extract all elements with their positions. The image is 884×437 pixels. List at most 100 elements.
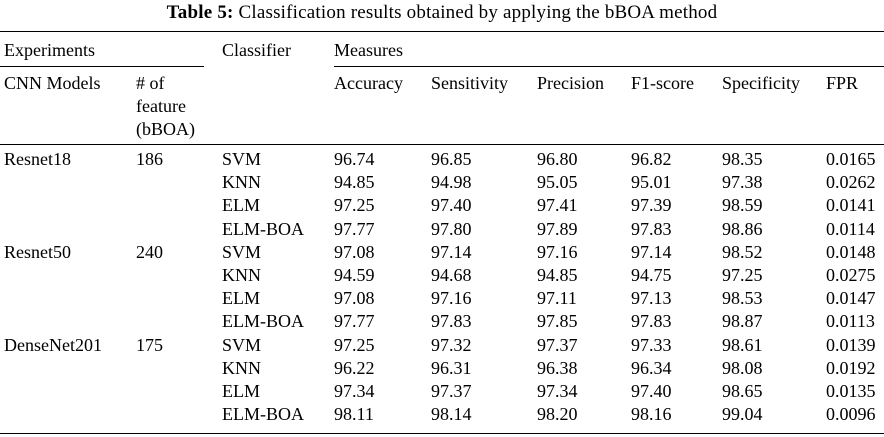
classifier-name: SVM [222,149,262,169]
precision-value: 97.11 [537,288,577,309]
precision-value: 97.41 [537,195,578,216]
classifier-name: ELM-BOA [222,404,304,425]
classifier-name: SVM [222,241,262,262]
specificity-value: 98.86 [722,218,763,239]
precision-value: 97.89 [537,218,578,239]
accuracy-value: 97.34 [334,381,375,401]
sensitivity-value: 97.37 [431,381,472,401]
classifier-name: KNN [222,172,261,193]
specificity-value: 98.59 [722,195,763,216]
f1-score-value: 96.82 [631,149,672,169]
header-cnn-models: CNN Models [4,73,101,93]
fpr-value: 0.0165 [826,149,876,169]
precision-value: 98.20 [537,404,578,425]
fpr-value: 0.0147 [826,288,876,309]
specificity-value: 99.04 [722,404,763,425]
precision-value: 94.85 [537,265,578,285]
fpr-value: 0.0262 [826,172,876,193]
f1-score-value: 98.16 [631,404,672,425]
specificity-value: 98.08 [722,357,763,378]
specificity-value: 98.53 [722,288,763,309]
sensitivity-value: 97.83 [431,311,472,332]
sensitivity-value: 94.68 [431,265,472,285]
classifier-name: KNN [222,265,261,285]
precision-value: 97.37 [537,334,578,355]
fpr-value: 0.0139 [826,334,876,355]
top-rule [0,31,884,32]
fpr-value: 0.0141 [826,195,876,216]
classifier-name: KNN [222,357,261,378]
accuracy-value: 97.08 [334,241,375,262]
precision-value: 97.85 [537,311,578,332]
f1-score-value: 97.39 [631,195,672,216]
sensitivity-value: 94.98 [431,172,472,193]
specificity-value: 98.61 [722,334,763,355]
classifier-name: ELM [222,195,260,216]
header-f1-score: F1-score [631,73,694,93]
specificity-value: 97.38 [722,172,763,193]
specificity-value: 98.52 [722,241,763,262]
f1-score-value: 97.33 [631,334,672,355]
specificity-value: 97.25 [722,265,763,285]
sensitivity-value: 96.85 [431,149,472,169]
accuracy-value: 97.77 [334,311,375,332]
header-num-feature-line3: (bBOA) [136,119,195,139]
cnn-model-name: DenseNet201 [4,334,102,355]
precision-value: 95.05 [537,172,578,193]
feature-count: 175 [136,334,163,355]
specificity-value: 98.35 [722,149,763,169]
f1-score-value: 97.83 [631,218,672,239]
f1-score-value: 97.40 [631,381,672,401]
fpr-value: 0.0113 [826,311,875,332]
fpr-value: 0.0275 [826,265,876,285]
sensitivity-value: 97.16 [431,288,472,309]
feature-count: 186 [136,149,163,169]
header-classifier: Classifier [222,40,291,60]
specificity-value: 98.65 [722,381,763,401]
header-num-feature-line1: # of [136,73,165,93]
header-num-feature-line2: feature [136,96,186,116]
cnn-model-name: Resnet18 [4,149,71,169]
sensitivity-value: 97.32 [431,334,472,355]
classifier-name: SVM [222,334,262,355]
table-caption-label: Table 5: [166,2,234,23]
feature-count: 240 [136,241,163,262]
f1-score-value: 97.13 [631,288,672,309]
cnn-model-name: Resnet50 [4,241,71,262]
accuracy-value: 94.59 [334,265,375,285]
classifier-name: ELM-BOA [222,311,304,332]
classifier-name: ELM [222,381,260,401]
specificity-value: 98.87 [722,311,763,332]
f1-score-value: 97.83 [631,311,672,332]
accuracy-value: 98.11 [334,404,374,425]
fpr-value: 0.0148 [826,241,876,262]
accuracy-value: 97.77 [334,218,375,239]
sensitivity-value: 97.80 [431,218,472,239]
fpr-value: 0.0192 [826,357,876,378]
accuracy-value: 94.85 [334,172,375,193]
header-accuracy: Accuracy [334,73,403,93]
bottom-rule [0,433,884,434]
precision-value: 96.38 [537,357,578,378]
accuracy-value: 97.25 [334,195,375,216]
experiments-underline [0,66,204,67]
header-experiments: Experiments [4,40,95,60]
precision-value: 96.80 [537,149,578,169]
header-specificity: Specificity [722,73,800,93]
sensitivity-value: 98.14 [431,404,472,425]
sensitivity-value: 97.40 [431,195,472,216]
accuracy-value: 96.74 [334,149,375,169]
measures-underline [334,66,884,67]
accuracy-value: 96.22 [334,357,375,378]
table-caption-text: Classification results obtained by apply… [238,2,718,23]
f1-score-value: 97.14 [631,241,672,262]
f1-score-value: 96.34 [631,357,672,378]
precision-value: 97.34 [537,381,578,401]
sensitivity-value: 97.14 [431,241,472,262]
classifier-name: ELM [222,288,260,309]
fpr-value: 0.0096 [826,404,876,425]
fpr-value: 0.0135 [826,381,876,401]
table-caption: Table 5: Classification results obtained… [0,2,884,24]
header-sensitivity: Sensitivity [431,73,509,93]
f1-score-value: 94.75 [631,265,672,285]
